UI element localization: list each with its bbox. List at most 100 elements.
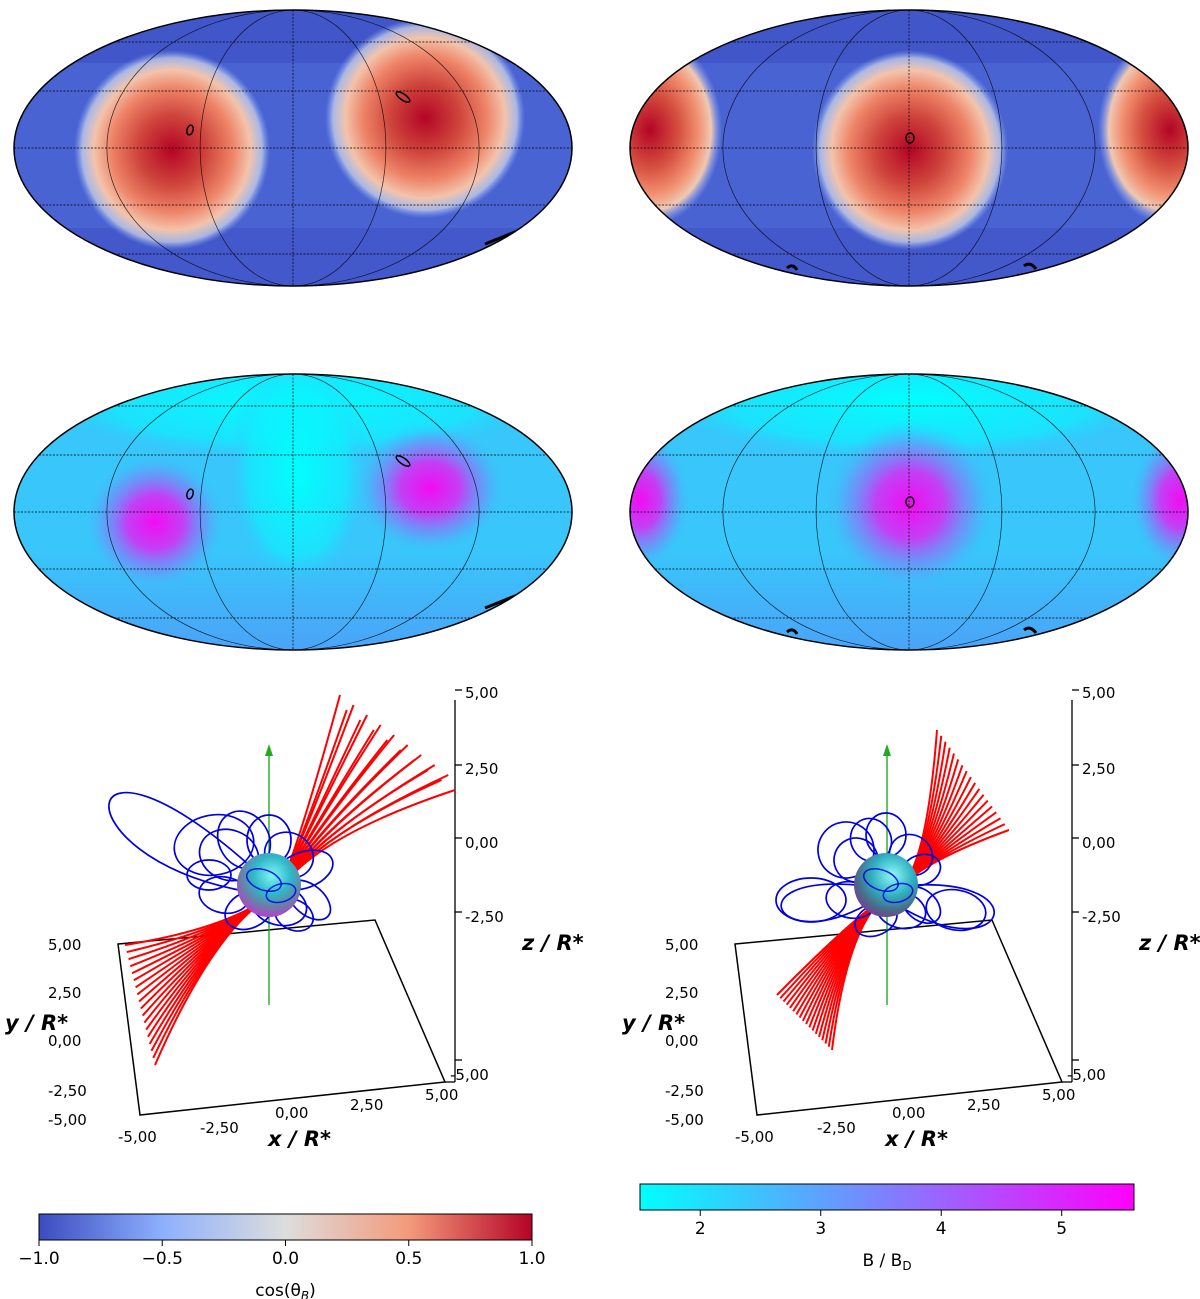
x-tick-label: 5,00: [1042, 1086, 1075, 1104]
strong-field-region: [85, 454, 225, 590]
x-axis-label: x / R*: [884, 1127, 948, 1151]
positive-cos-region: [630, 35, 722, 225]
colorbar-tick-label: 0.0: [272, 1249, 299, 1269]
positive-cos-region: [1098, 35, 1188, 225]
colorbar-label: B / BD: [862, 1251, 911, 1273]
x-tick-label: -2,50: [200, 1119, 239, 1137]
closed-field-loop: [245, 868, 283, 892]
x-tick-label: -5,00: [735, 1128, 774, 1146]
footpoint-contour: [1023, 626, 1038, 634]
z-tick-label: 5,00: [1082, 684, 1115, 702]
footpoint-contour: [395, 455, 411, 467]
x-tick-label: 2,50: [967, 1096, 1000, 1114]
z-tick-label: 2,50: [465, 760, 498, 778]
colorbar-tick-label: 1.0: [518, 1249, 545, 1269]
colorbar-tick-label: 5: [1056, 1219, 1067, 1239]
colorbar-tick-label: 3: [815, 1219, 826, 1239]
y-tick-label: -5,00: [48, 1111, 87, 1129]
y-tick-label: 5,00: [665, 936, 698, 954]
z-axis-label: z / R*: [1138, 931, 1200, 955]
closed-field-loop: [817, 821, 875, 879]
y-tick-label: -5,00: [665, 1111, 704, 1129]
y-tick-label: 0,00: [48, 1032, 81, 1050]
map-outline: [629, 9, 1189, 287]
mollweide-map-2: [629, 9, 1189, 287]
colorbar-tick-label: 4: [936, 1219, 947, 1239]
closed-field-loop: [862, 868, 900, 892]
closed-field-loop: [882, 882, 914, 904]
meridian-line: [815, 374, 1003, 650]
map-outline: [13, 373, 573, 651]
strong-field-region: [630, 430, 690, 570]
y-tick-label: 0,00: [665, 1032, 698, 1050]
footpoint-contour: [786, 628, 799, 635]
z-tick-label: -5,00: [1067, 1066, 1106, 1084]
x-tick-label: -5,00: [118, 1128, 157, 1146]
closed-field-loop: [265, 882, 297, 904]
map-outline: [13, 9, 573, 287]
floor-plane: [734, 919, 1064, 1116]
z-tick-label: 2,50: [1082, 760, 1115, 778]
y-tick-label: -2,50: [665, 1082, 704, 1100]
y-tick-label: 2,50: [48, 984, 81, 1002]
colorbar-gradient: [639, 1183, 1135, 1211]
z-tick-label: -5,00: [450, 1066, 489, 1084]
mollweide-map-3: [13, 373, 573, 651]
x-tick-label: 0,00: [892, 1104, 925, 1122]
x-axis-label: x / R*: [267, 1127, 331, 1151]
colorbar-tick-label: −1.0: [18, 1249, 59, 1269]
mollweide-map-1: [13, 9, 573, 287]
z-tick-label: 5,00: [465, 684, 498, 702]
positive-cos-region: [325, 18, 525, 218]
meridian-line: [106, 10, 480, 286]
meridian-line: [722, 374, 1096, 650]
y-tick-label: -2,50: [48, 1082, 87, 1100]
y-axis-label: y / R*: [622, 1011, 685, 1035]
b-colorbar: 2 3 4 5 B / BD: [639, 1183, 1135, 1273]
rotation-axis-arrow: [883, 744, 891, 756]
colorbar-tick-label: 2: [695, 1219, 706, 1239]
x-tick-label: 0,00: [275, 1104, 308, 1122]
maps-group: [13, 9, 1189, 651]
strong-field-region: [1130, 430, 1188, 570]
field-lines-plot-left: 5,00 2,50 0,00 -2,50 -5,00 5,00 2,50 0,00 -2,50 -…: [5, 684, 584, 1151]
cos-colorbar: −1.0 −0.5 0.0 0.5 1.0 cos(θB): [18, 1213, 546, 1299]
closed-field-loop: [865, 812, 907, 858]
closed-field-loop: [780, 883, 867, 923]
z-axis-label: z / R*: [521, 931, 584, 955]
colorbar-gradient: [38, 1213, 533, 1241]
closed-field-loop: [173, 813, 255, 877]
colorbar-tick-label: −0.5: [142, 1249, 183, 1269]
map-outline: [629, 373, 1189, 651]
z-tick-label: -2,50: [1082, 908, 1121, 926]
colorbar-label: cos(θB): [255, 1281, 316, 1299]
y-tick-label: 2,50: [665, 984, 698, 1002]
footpoint-contour: [395, 91, 411, 103]
footpoint-contour: [186, 488, 194, 500]
strong-field-region: [825, 420, 995, 590]
z-tick-label: 0,00: [1082, 834, 1115, 852]
meridian-line: [199, 374, 387, 650]
y-axis-label: y / R*: [5, 1011, 68, 1035]
meridian-line: [815, 10, 1003, 286]
field-lines-plot-right: 5,00 2,50 0,00 -2,50 -5,00 5,00 2,50 0,00 -2,50 -…: [622, 684, 1200, 1151]
z-tick-label: -2,50: [465, 908, 504, 926]
closed-field-loop: [108, 791, 250, 891]
closed-field-loop: [905, 884, 995, 930]
floor-plane: [117, 919, 447, 1116]
mollweide-map-4: [629, 373, 1189, 651]
footpoint-contour: [1023, 262, 1038, 270]
meridian-line: [199, 10, 387, 286]
z-tick-label: 0,00: [465, 834, 498, 852]
strong-field-region: [355, 423, 505, 553]
footpoint-contour: [186, 124, 194, 136]
colorbar-tick-label: 0.5: [395, 1249, 422, 1269]
footpoint-contour: [905, 496, 915, 508]
y-tick-label: 5,00: [48, 936, 81, 954]
positive-cos-region: [74, 50, 270, 250]
positive-cos-region: [812, 50, 1008, 250]
closed-field-loop: [925, 888, 987, 932]
x-tick-label: 2,50: [350, 1096, 383, 1114]
footpoint-contour: [786, 264, 799, 271]
